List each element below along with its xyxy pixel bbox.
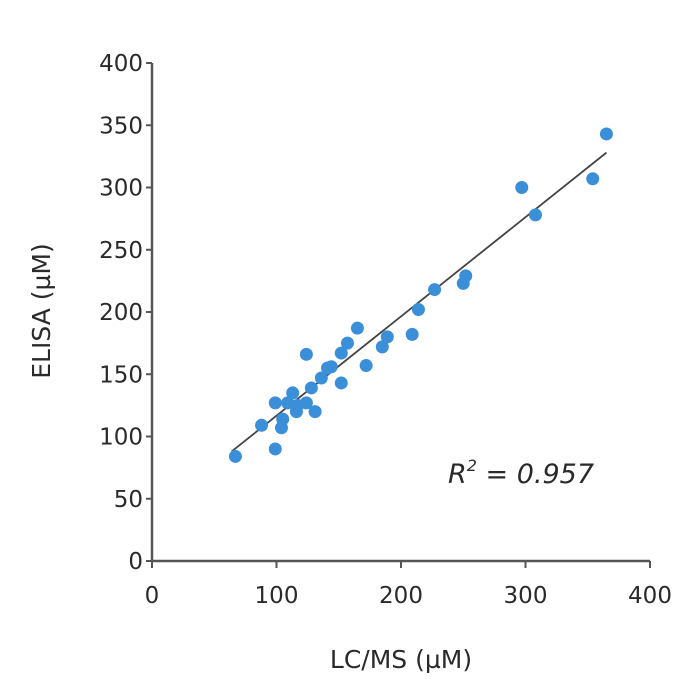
data-point [359,359,373,373]
data-point [314,371,328,385]
y-tick-label: 350 [99,113,143,139]
y-tick-label: 100 [99,425,143,451]
data-point [411,303,425,317]
data-point [304,381,318,395]
y-tick-label: 300 [99,176,143,202]
r-superscript: 2 [467,456,477,475]
y-tick-label: 200 [99,300,143,326]
x-axis-title: LC/MS (µM) [330,645,472,674]
data-point [375,340,389,354]
data-point [281,396,295,410]
data-point [340,336,354,350]
y-axis: 0 50 100 150 200 250 300 350 400 [99,51,154,575]
data-point [380,330,394,344]
x-tick-label: 300 [504,583,548,609]
data-point [599,127,613,141]
r-squared-annotation: R2 = 0.957 [448,456,594,490]
y-tick-label: 0 [128,549,143,575]
data-point [308,405,322,419]
data-point [586,172,600,186]
r-squared-value: = 0.957 [477,459,594,490]
y-tick-label: 400 [99,51,143,77]
data-point [299,396,313,410]
data-point [286,386,300,400]
data-point [268,442,282,456]
y-tick-label: 250 [99,238,143,264]
data-point [299,347,313,361]
r-symbol: R [448,459,467,490]
y-tick-label: 150 [99,362,143,388]
data-point [528,208,542,222]
y-tick-label: 50 [114,487,143,513]
data-point [350,321,364,335]
y-axis-title: ELISA (µM) [27,243,56,378]
x-tick-label: 0 [145,583,160,609]
data-point [228,449,242,463]
x-axis: 0 100 200 300 400 [145,559,672,609]
x-tick-label: 100 [255,583,299,609]
data-point [276,412,290,426]
data-point [334,346,348,360]
data-point [324,360,338,374]
x-tick-label: 200 [379,583,423,609]
data-point [405,327,419,341]
x-tick-label: 400 [628,583,672,609]
data-point [334,376,348,390]
data-point [459,269,473,283]
data-point [255,418,269,432]
data-point [428,283,442,297]
data-points [228,127,613,463]
data-point [515,181,529,194]
data-point [268,396,282,410]
